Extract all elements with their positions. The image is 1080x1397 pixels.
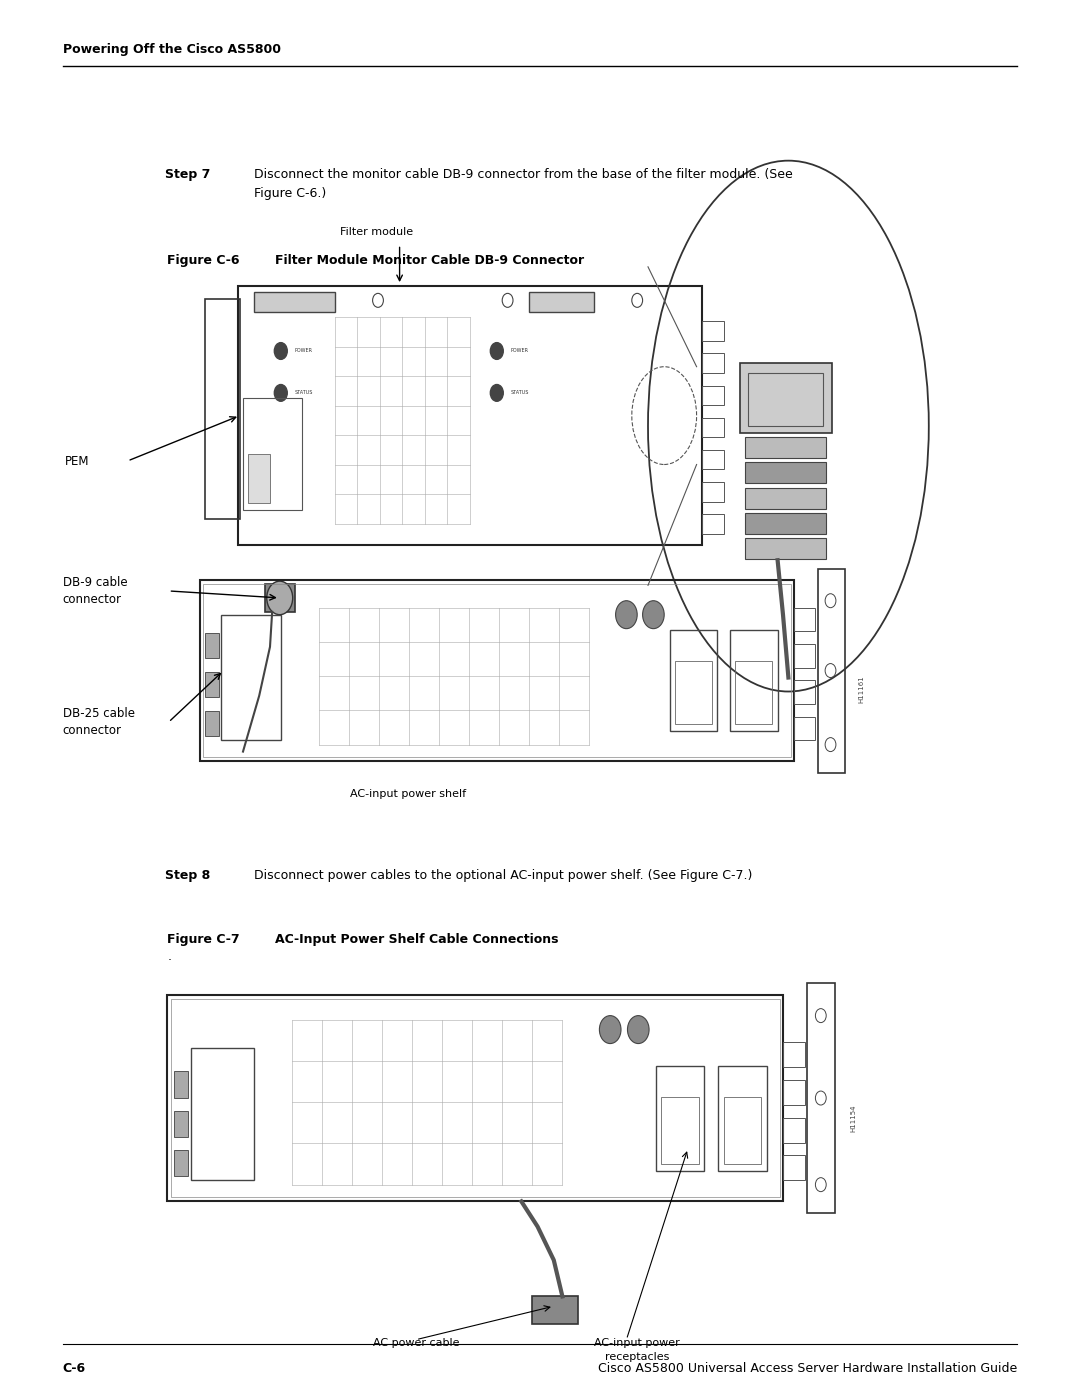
- Circle shape: [274, 342, 287, 359]
- Bar: [702, 386, 724, 405]
- Text: AC-input power
receptacles: AC-input power receptacles: [594, 1338, 680, 1362]
- Bar: [807, 983, 835, 1213]
- Bar: [794, 680, 815, 704]
- Bar: [745, 513, 826, 534]
- Bar: [783, 1080, 805, 1105]
- Bar: [702, 450, 724, 469]
- Text: Figure C-6: Figure C-6: [167, 254, 240, 267]
- Bar: [702, 353, 724, 373]
- Text: Disconnect the monitor cable DB-9 connector from the base of the filter module. : Disconnect the monitor cable DB-9 connec…: [254, 168, 793, 200]
- Circle shape: [627, 1016, 649, 1044]
- Circle shape: [599, 1016, 621, 1044]
- Bar: [702, 514, 724, 534]
- Text: Powering Off the Cisco AS5800: Powering Off the Cisco AS5800: [63, 43, 281, 56]
- Bar: [670, 630, 717, 731]
- Bar: [248, 454, 270, 503]
- Circle shape: [643, 601, 664, 629]
- Text: DB-9 cable
connector: DB-9 cable connector: [63, 576, 127, 606]
- Text: Figure C-7: Figure C-7: [167, 933, 240, 946]
- Bar: [174, 1071, 188, 1098]
- Bar: [718, 1066, 767, 1171]
- Bar: [783, 1155, 805, 1180]
- Text: .: .: [167, 950, 172, 963]
- Text: H11161: H11161: [859, 675, 865, 703]
- Bar: [740, 363, 832, 433]
- Bar: [794, 644, 815, 668]
- Bar: [205, 633, 219, 658]
- Bar: [783, 1118, 805, 1143]
- Bar: [254, 292, 335, 312]
- Bar: [203, 584, 791, 757]
- Bar: [200, 580, 794, 761]
- Bar: [735, 661, 772, 724]
- Text: DB-25 cable
connector: DB-25 cable connector: [63, 707, 135, 738]
- Bar: [702, 482, 724, 502]
- Text: H11154: H11154: [850, 1105, 856, 1133]
- Bar: [748, 373, 823, 426]
- Text: STATUS: STATUS: [511, 390, 529, 395]
- Text: STATUS: STATUS: [295, 390, 313, 395]
- Circle shape: [274, 384, 287, 401]
- Text: C-6: C-6: [63, 1362, 85, 1375]
- Bar: [794, 717, 815, 740]
- Bar: [243, 398, 302, 510]
- Bar: [702, 418, 724, 437]
- Bar: [205, 672, 219, 697]
- Text: Disconnect power cables to the optional AC-input power shelf. (See Figure C-7.): Disconnect power cables to the optional …: [254, 869, 752, 882]
- Circle shape: [616, 601, 637, 629]
- Bar: [221, 615, 281, 740]
- Bar: [702, 321, 724, 341]
- Text: POWER: POWER: [511, 348, 529, 353]
- Text: POWER: POWER: [295, 348, 313, 353]
- Text: AC-Input Power Shelf Cable Connections: AC-Input Power Shelf Cable Connections: [275, 933, 559, 946]
- Text: Step 7: Step 7: [165, 168, 211, 180]
- Bar: [191, 1048, 254, 1180]
- Text: PEM: PEM: [65, 454, 90, 468]
- Text: AC power cable: AC power cable: [373, 1338, 459, 1348]
- Bar: [265, 584, 295, 612]
- Bar: [794, 608, 815, 631]
- Bar: [167, 995, 783, 1201]
- Circle shape: [490, 384, 503, 401]
- Bar: [724, 1097, 761, 1164]
- Bar: [730, 630, 778, 731]
- Circle shape: [267, 581, 293, 615]
- Bar: [529, 292, 594, 312]
- Text: Filter module: Filter module: [340, 228, 414, 237]
- Bar: [661, 1097, 699, 1164]
- Bar: [174, 1150, 188, 1176]
- Bar: [532, 1296, 578, 1324]
- Bar: [205, 711, 219, 736]
- Text: AC-input power shelf: AC-input power shelf: [350, 789, 465, 799]
- Text: Filter Module Monitor Cable DB-9 Connector: Filter Module Monitor Cable DB-9 Connect…: [275, 254, 584, 267]
- Bar: [783, 1042, 805, 1067]
- Bar: [205, 299, 240, 520]
- Circle shape: [490, 342, 503, 359]
- Bar: [745, 488, 826, 509]
- Bar: [171, 999, 780, 1197]
- Bar: [675, 661, 712, 724]
- Bar: [238, 286, 702, 545]
- Bar: [745, 538, 826, 559]
- Text: Step 8: Step 8: [165, 869, 211, 882]
- Bar: [818, 569, 845, 773]
- Bar: [174, 1111, 188, 1137]
- Bar: [656, 1066, 704, 1171]
- Bar: [745, 437, 826, 458]
- Bar: [745, 462, 826, 483]
- Text: Cisco AS5800 Universal Access Server Hardware Installation Guide: Cisco AS5800 Universal Access Server Har…: [598, 1362, 1017, 1375]
